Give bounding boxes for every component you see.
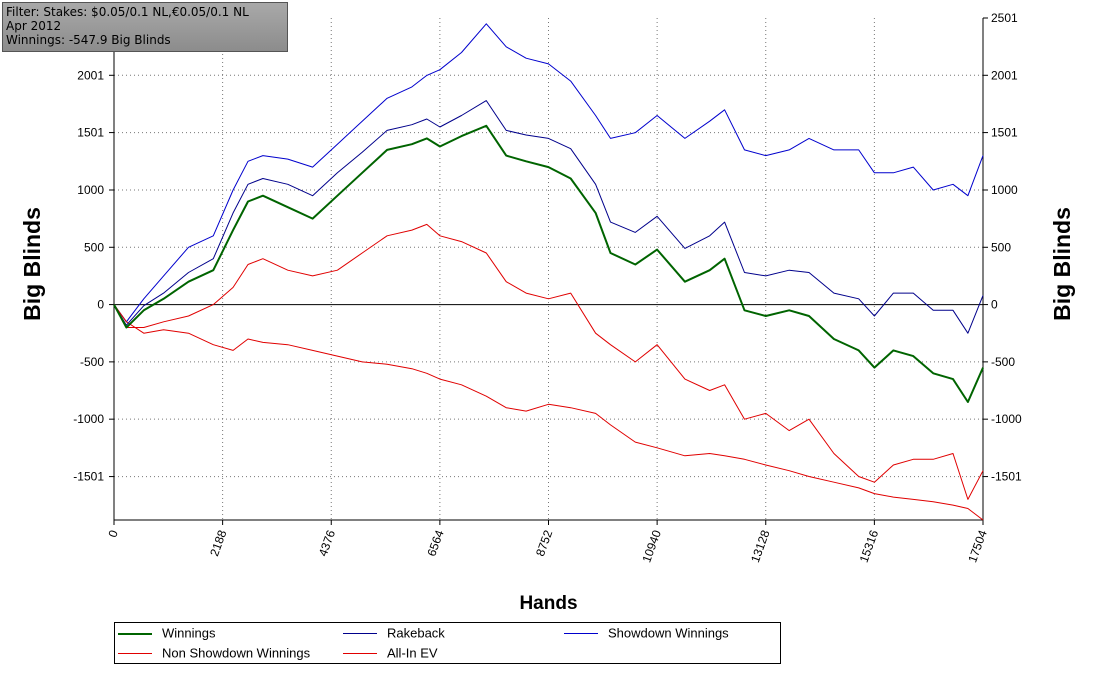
filter-info-box: Filter: Stakes: $0.05/0.1 NL,€0.05/0.1 N… [2, 2, 288, 52]
y-axis-title-left: Big Blinds [19, 207, 45, 321]
y-tick-label-left: 1501 [77, 126, 104, 140]
grid [114, 18, 983, 520]
legend: Winnings Rakeback Showdown Winnings Non … [114, 622, 781, 664]
y-tick-label-left: 500 [84, 240, 104, 254]
y-tick-label-left: 2001 [77, 68, 104, 82]
legend-label-rakeback: Rakeback [387, 625, 445, 641]
y-tick-label-left: -500 [80, 355, 104, 369]
legend-swatch-allin-ev [343, 653, 377, 655]
y-tick-label-right: 1501 [991, 126, 1018, 140]
series-winnings [113, 124, 984, 403]
filter-stakes-text: Filter: Stakes: $0.05/0.1 NL,€0.05/0.1 N… [6, 5, 249, 19]
legend-item-non-showdown: Non Showdown Winnings [118, 645, 310, 661]
y-tick-label-right: -500 [991, 355, 1015, 369]
y-tick-label-right: 500 [991, 240, 1011, 254]
legend-item-rakeback: Rakeback [343, 625, 445, 641]
legend-item-allin-ev: All-In EV [343, 645, 438, 661]
y-tick-label-right: 0 [991, 298, 998, 312]
filter-date-text: Apr 2012 [6, 19, 62, 33]
series-lines [113, 23, 984, 521]
y-tick-label-right: 1000 [991, 183, 1018, 197]
y-tick-label-right: -1000 [991, 412, 1022, 426]
series-non-showdown-winnings [113, 304, 984, 521]
legend-item-showdown: Showdown Winnings [564, 625, 729, 641]
legend-item-winnings: Winnings [118, 625, 215, 641]
legend-swatch-showdown [564, 633, 598, 635]
series-rakeback [113, 100, 984, 334]
y-tick-label-right: 2001 [991, 68, 1018, 82]
filter-winnings-text: Winnings: -547.9 Big Blinds [6, 33, 171, 47]
legend-swatch-winnings [118, 632, 152, 635]
legend-label-allin-ev: All-In EV [387, 645, 438, 661]
legend-label-non-showdown: Non Showdown Winnings [162, 645, 311, 661]
series-showdown-winnings [113, 23, 984, 323]
legend-label-showdown: Showdown Winnings [608, 625, 729, 641]
legend-swatch-non-showdown [118, 653, 152, 655]
y-tick-label-left: 1000 [77, 183, 104, 197]
x-tick-label: 0 [105, 528, 121, 539]
y-tick-label-left: -1501 [73, 470, 104, 484]
axis-labels: 0 2188 4376 6564 8752 10940 13128 15316 17504200… [19, 11, 1075, 614]
y-tick-label-left: 0 [97, 298, 104, 312]
x-axis-title: Hands [519, 593, 577, 614]
axes [109, 17, 988, 525]
y-tick-label-right: -1501 [991, 470, 1022, 484]
y-tick-label-right: 2501 [991, 11, 1018, 25]
legend-label-winnings: Winnings [162, 625, 216, 641]
y-tick-label-left: -1000 [73, 412, 104, 426]
legend-swatch-rakeback [343, 633, 377, 635]
y-axis-title-right: Big Blinds [1049, 207, 1075, 321]
series-allin-ev [113, 223, 984, 500]
